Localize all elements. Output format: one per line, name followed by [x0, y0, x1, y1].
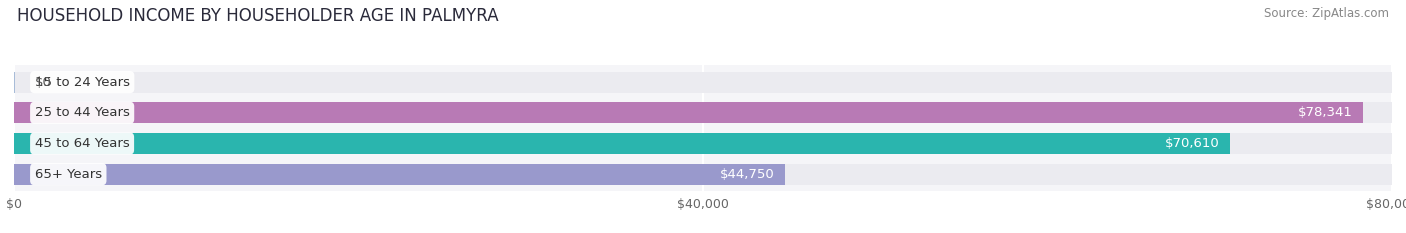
Text: $78,341: $78,341 — [1298, 106, 1353, 119]
Text: Source: ZipAtlas.com: Source: ZipAtlas.com — [1264, 7, 1389, 20]
Text: HOUSEHOLD INCOME BY HOUSEHOLDER AGE IN PALMYRA: HOUSEHOLD INCOME BY HOUSEHOLDER AGE IN P… — [17, 7, 499, 25]
Bar — [14, 164, 1392, 185]
Text: $0: $0 — [35, 76, 52, 89]
Bar — [14, 72, 1392, 93]
Text: 15 to 24 Years: 15 to 24 Years — [35, 76, 129, 89]
Text: $70,610: $70,610 — [1166, 137, 1220, 150]
Bar — [14, 133, 1230, 154]
Text: 65+ Years: 65+ Years — [35, 168, 101, 181]
Bar — [14, 102, 1364, 123]
Bar — [14, 133, 1392, 154]
Text: 45 to 64 Years: 45 to 64 Years — [35, 137, 129, 150]
Text: 25 to 44 Years: 25 to 44 Years — [35, 106, 129, 119]
Bar — [14, 102, 1392, 123]
Bar — [14, 164, 785, 185]
Text: $44,750: $44,750 — [720, 168, 775, 181]
